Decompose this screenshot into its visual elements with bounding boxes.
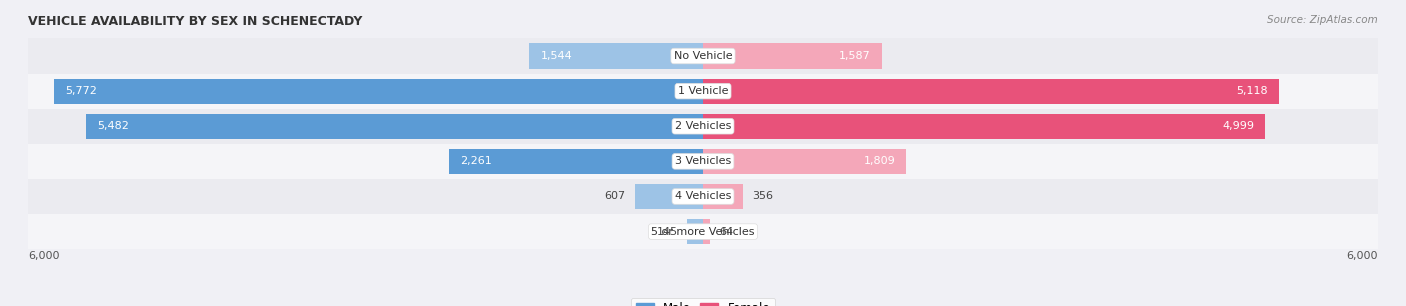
Bar [703,184,742,209]
Text: 5,772: 5,772 [65,86,97,96]
Text: 5 or more Vehicles: 5 or more Vehicles [651,227,755,237]
Text: Source: ZipAtlas.com: Source: ZipAtlas.com [1267,15,1378,25]
Text: VEHICLE AVAILABILITY BY SEX IN SCHENECTADY: VEHICLE AVAILABILITY BY SEX IN SCHENECTA… [28,15,363,28]
Text: 4 Vehicles: 4 Vehicles [675,192,731,201]
Bar [28,144,1378,179]
Text: 1,809: 1,809 [863,156,896,166]
Text: 3 Vehicles: 3 Vehicles [675,156,731,166]
Bar [703,114,1265,139]
Text: 6,000: 6,000 [28,251,59,261]
Text: 1,544: 1,544 [540,51,572,61]
Bar [28,179,1378,214]
Bar [634,184,703,209]
Text: 1,587: 1,587 [838,51,870,61]
Text: 5,482: 5,482 [97,121,129,131]
Bar [449,149,703,174]
Bar [53,79,703,104]
Bar [86,114,703,139]
Text: 2 Vehicles: 2 Vehicles [675,121,731,131]
Bar [686,219,703,244]
Bar [28,39,1378,73]
Text: No Vehicle: No Vehicle [673,51,733,61]
Text: 5,118: 5,118 [1236,86,1267,96]
Bar [529,43,703,69]
Bar [28,73,1378,109]
Bar [28,214,1378,249]
Bar [703,79,1278,104]
Text: 1 Vehicle: 1 Vehicle [678,86,728,96]
Bar [28,109,1378,144]
Text: 607: 607 [605,192,626,201]
Bar [703,219,710,244]
Text: 2,261: 2,261 [460,156,492,166]
Bar [703,43,882,69]
Text: 4,999: 4,999 [1222,121,1254,131]
Bar [703,149,907,174]
Text: 145: 145 [657,227,678,237]
Text: 6,000: 6,000 [1347,251,1378,261]
Text: 356: 356 [752,192,773,201]
Text: 64: 64 [720,227,734,237]
Legend: Male, Female: Male, Female [631,297,775,306]
